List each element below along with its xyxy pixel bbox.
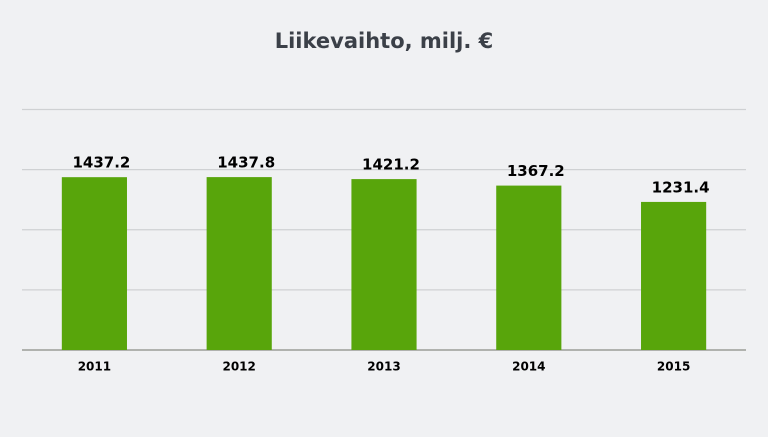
data-label: 1231.4 bbox=[652, 178, 710, 196]
data-label: 1367.2 bbox=[507, 162, 565, 180]
data-label: 1437.8 bbox=[217, 154, 275, 172]
x-tick-label: 2015 bbox=[657, 360, 690, 374]
data-label: 1437.2 bbox=[72, 154, 130, 172]
bar bbox=[496, 185, 562, 350]
bar bbox=[61, 177, 127, 350]
data-label: 1421.2 bbox=[362, 156, 420, 174]
bar bbox=[351, 179, 417, 350]
bar bbox=[206, 177, 272, 350]
x-tick-label: 2012 bbox=[222, 360, 255, 374]
bar bbox=[641, 201, 707, 350]
x-tick-label: 2014 bbox=[512, 360, 545, 374]
x-tick-label: 2013 bbox=[367, 360, 400, 374]
chart-title: Liikevaihto, milj. € bbox=[275, 29, 494, 53]
x-tick-label: 2011 bbox=[78, 360, 111, 374]
